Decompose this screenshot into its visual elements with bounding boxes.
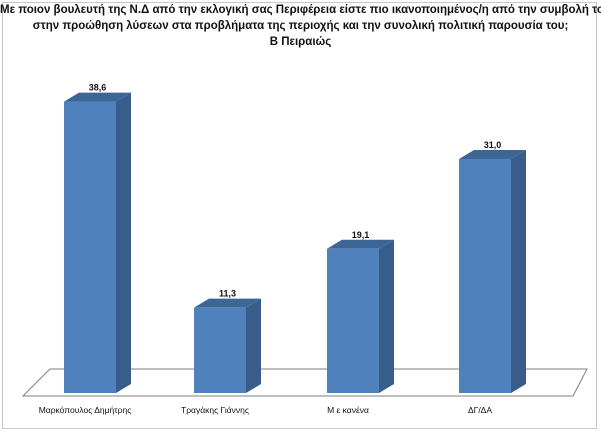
category-label-1: Τραγάκης Γιάννης — [181, 405, 249, 415]
bar-side-3 — [511, 149, 526, 393]
bar-2 — [327, 248, 379, 393]
data-label-1: 11,3 — [219, 289, 236, 299]
bar-top-2 — [327, 239, 394, 249]
bar-top-3 — [459, 149, 526, 159]
data-label-0: 38,6 — [89, 83, 107, 93]
bar-top-0 — [64, 92, 131, 102]
bar-0 — [64, 101, 116, 393]
chart-title: Με ποιον βουλευτή της Ν.Δ από την εκλογι… — [0, 2, 601, 50]
bar-top-1 — [194, 298, 261, 308]
chart-title-line-3: Β Πειραιώς — [269, 36, 332, 48]
category-label-2: Μ ε κανένα — [327, 405, 369, 415]
chart-title-line-1: Με ποιον βουλευτή της Ν.Δ από την εκλογι… — [0, 4, 601, 16]
data-label-3: 31,0 — [484, 140, 502, 150]
bar-1 — [194, 307, 246, 393]
category-label-3: ΔΓ/ΔΑ — [468, 405, 492, 415]
category-label-0: Μαρκόπουλος Δημήτρης — [39, 405, 132, 415]
bar-side-1 — [246, 298, 261, 393]
bar-side-0 — [116, 92, 131, 393]
bar-3 — [459, 158, 511, 393]
chart-title-line-2: στην προώθηση λύσεων στα προβλήματα της … — [32, 20, 569, 32]
bar-side-2 — [379, 239, 394, 393]
data-label-2: 19,1 — [352, 230, 370, 240]
chart-floor — [21, 368, 588, 397]
